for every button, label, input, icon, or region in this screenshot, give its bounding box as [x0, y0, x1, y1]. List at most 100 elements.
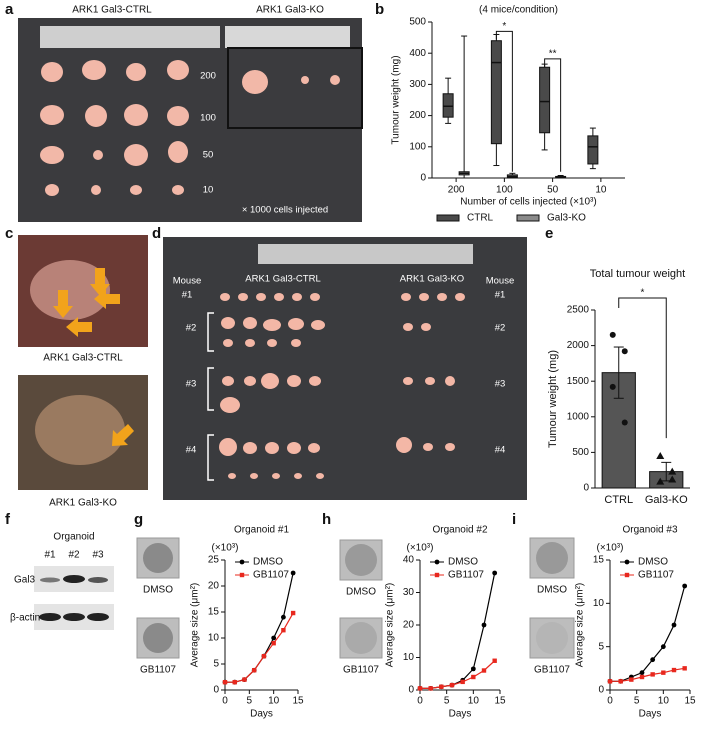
panel-letter: b: [375, 1, 384, 18]
marker: [439, 684, 444, 689]
marker: [242, 677, 247, 682]
mouse-label: #3: [186, 379, 197, 390]
marker: [650, 657, 656, 663]
y-tick-label: 25: [208, 555, 220, 566]
image-label: GB1107: [534, 665, 570, 676]
data-point: [609, 383, 616, 390]
chart-title: Organoid #2: [432, 525, 487, 536]
group-label: ARK1 Gal3-KO: [256, 5, 324, 16]
legend-label: GB1107: [448, 570, 484, 581]
marker: [281, 628, 286, 633]
data-point: [668, 467, 677, 475]
marker: [471, 674, 476, 680]
y-tick-label: 1500: [567, 376, 590, 387]
x-tick-label: 10: [595, 185, 607, 196]
legend-marker: [434, 572, 440, 578]
x-axis-label: Number of cells injected (×10³): [460, 197, 596, 208]
note: × 1000 cells injected: [242, 205, 328, 216]
panel-letter: a: [5, 1, 14, 18]
legend-label: DMSO: [448, 557, 478, 568]
legend-label: CTRL: [467, 213, 494, 224]
organoid-dots: [143, 542, 568, 654]
marker: [661, 670, 666, 675]
y-axis-label: Tumour weight (mg): [547, 350, 559, 448]
y-tick-label: 200: [409, 110, 426, 121]
y-tick-label: 30: [403, 587, 415, 598]
photo-a: [18, 18, 363, 222]
data-point: [609, 331, 616, 338]
y-tick-label: 20: [208, 581, 220, 592]
image-label: DMSO: [143, 585, 173, 596]
legend-swatch: [516, 214, 540, 222]
marker: [618, 679, 623, 684]
series-line: [610, 585, 686, 682]
x-tick-label: 0: [607, 696, 613, 707]
box: [490, 40, 502, 145]
panel-letter: h: [322, 511, 331, 528]
panel-letter: f: [5, 511, 11, 528]
y-tick-label: 0: [598, 685, 604, 696]
x-tick-label: 10: [468, 696, 480, 707]
y-tick-label: 5: [213, 659, 219, 670]
x-axis-label: Days: [449, 709, 472, 720]
marker: [271, 641, 276, 646]
significance-bracket: [618, 297, 667, 439]
data-point: [621, 348, 628, 355]
x-tick-label: 5: [247, 696, 253, 707]
panel-letter: d: [152, 225, 161, 242]
mouse-label: #2: [186, 323, 197, 334]
y-tick-label: 10: [208, 633, 220, 644]
chart-title: Organoid #3: [622, 525, 677, 536]
marker: [281, 614, 286, 620]
marker: [290, 570, 296, 576]
legend-marker: [239, 559, 245, 565]
y-tick-label: 300: [409, 79, 426, 90]
mouse-label: Mouse: [173, 276, 202, 287]
marker: [428, 686, 433, 691]
lane-label: #3: [92, 550, 104, 561]
significance-bracket: [495, 30, 513, 172]
image-label: DMSO: [346, 587, 376, 598]
y-tick-label: 10: [403, 652, 415, 663]
series-line: [225, 612, 294, 683]
y-tick-label: 0: [420, 173, 426, 184]
data-point: [656, 477, 665, 485]
series-line: [225, 572, 294, 683]
y-tick-label: 5: [598, 641, 604, 652]
lane-label: #1: [44, 550, 56, 561]
x-tick-label: 15: [684, 696, 696, 707]
legend-marker: [434, 559, 440, 565]
marker: [290, 610, 296, 616]
chart-title: Organoid #1: [234, 525, 289, 536]
mouse-label: Mouse: [486, 276, 515, 287]
lane-label: #2: [68, 550, 80, 561]
x-tick-label: 5: [634, 696, 640, 707]
y-tick-label: 0: [408, 685, 414, 696]
image-label: GB1107: [140, 665, 176, 676]
legend-label: Gal3-KO: [547, 213, 586, 224]
x-tick-label: 50: [547, 185, 559, 196]
marker: [222, 680, 228, 685]
band-label: Gal3: [14, 575, 36, 586]
legend-marker: [624, 572, 630, 578]
mouse-label: #2: [495, 323, 506, 334]
marker: [650, 672, 655, 677]
legend-label: DMSO: [253, 557, 283, 568]
mouse-label: #4: [495, 445, 506, 456]
series-line: [420, 660, 496, 689]
x-axis-label: Days: [639, 709, 662, 720]
mouse-label: #4: [186, 445, 197, 456]
y-tick-label: 20: [403, 620, 415, 631]
y-tick-label: 500: [409, 17, 426, 28]
x-tick-label: 5: [444, 696, 450, 707]
chart-title: (4 mice/condition): [479, 5, 558, 16]
marker: [671, 667, 677, 673]
significance-bracket: [544, 58, 562, 172]
marker: [660, 644, 666, 650]
marker: [252, 668, 257, 673]
blot-title: Organoid: [53, 532, 94, 543]
marker: [639, 670, 645, 676]
multiplier: (×10³): [407, 543, 434, 554]
x-tick-label: CTRL: [604, 494, 633, 506]
